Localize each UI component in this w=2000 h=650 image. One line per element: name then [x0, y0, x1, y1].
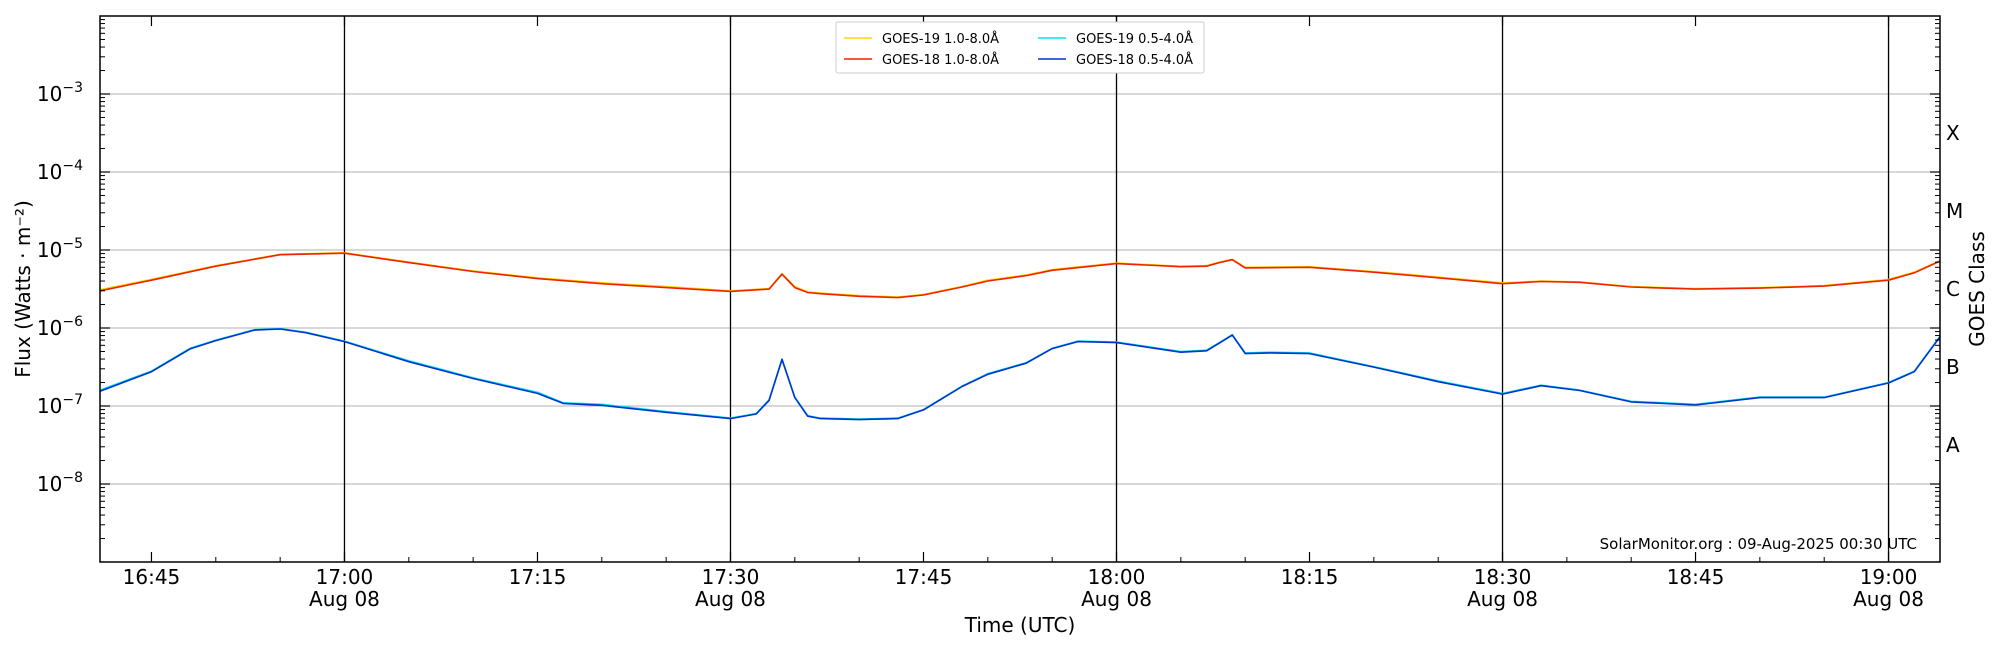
x-tick-label: 18:30 [1474, 565, 1532, 589]
x-tick-date-label: Aug 08 [1467, 587, 1538, 611]
legend-label: GOES-19 1.0-8.0Å [882, 31, 999, 47]
x-tick-label: 17:15 [509, 565, 567, 589]
x-tick-label: 18:45 [1667, 565, 1725, 589]
y-axis-ticks: 10−8 10−7 10−6 10−5 10−4 10−3 [37, 19, 1940, 540]
x-tick-label: 17:45 [895, 565, 953, 589]
goes-class-labels: A B C M X [1946, 121, 1963, 457]
right-axis-title: GOES Class [1965, 231, 1989, 347]
y-tick-label: 10−4 [37, 158, 83, 184]
x-tick-label: 17:00 [316, 565, 374, 589]
x-tick-label: 17:30 [702, 565, 760, 589]
y-tick-label: 10−5 [37, 236, 83, 262]
goes-class-label: X [1946, 121, 1960, 145]
series-lines [99, 252, 1941, 421]
x-tick-label: 18:15 [1281, 565, 1339, 589]
series-line [99, 328, 1941, 421]
y-tick-label: 10−3 [37, 80, 83, 106]
goes-class-label: A [1946, 433, 1960, 457]
day-boundary-lines [343, 16, 1890, 562]
x-tick-label: 18:00 [1088, 565, 1146, 589]
y-tick-label: 10−7 [37, 392, 83, 418]
y-tick-label: 10−8 [37, 470, 83, 496]
x-tick-date-label: Aug 08 [309, 587, 380, 611]
goes-class-label: M [1946, 199, 1963, 223]
x-tick-date-label: Aug 08 [1081, 587, 1152, 611]
goes-class-label: B [1946, 355, 1960, 379]
goes-class-label: C [1946, 277, 1960, 301]
legend-label: GOES-19 0.5-4.0Å [1076, 31, 1193, 47]
x-tick-date-label: Aug 08 [1853, 587, 1924, 611]
x-tick-date-label: Aug 08 [695, 587, 766, 611]
credit-text: SolarMonitor.org : 09-Aug-2025 00:30 UTC [1600, 535, 1917, 553]
series-line [99, 252, 1941, 299]
legend-label: GOES-18 0.5-4.0Å [1076, 52, 1193, 68]
legend: GOES-19 1.0-8.0Å GOES-18 1.0-8.0Å GOES-19 … [835, 21, 1205, 74]
legend-label: GOES-18 1.0-8.0Å [882, 52, 999, 68]
y-tick-label: 10−6 [37, 314, 83, 340]
x-tick-label: 16:45 [123, 565, 181, 589]
plot-frame [99, 15, 1941, 563]
x-axis-title: Time (UTC) [964, 613, 1076, 637]
legend-box [835, 21, 1205, 74]
y-axis-title: Flux (Watts · m⁻²) [11, 200, 35, 378]
y-gridlines [100, 93, 1940, 485]
x-tick-label: 19:00 [1860, 565, 1918, 589]
